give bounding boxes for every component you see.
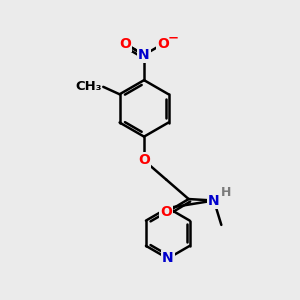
Text: O: O <box>138 153 150 167</box>
Text: O: O <box>158 37 169 51</box>
Text: N: N <box>162 251 174 266</box>
Text: O: O <box>160 206 172 219</box>
Text: N: N <box>138 48 150 62</box>
Text: −: − <box>167 32 178 45</box>
Text: H: H <box>221 186 232 199</box>
Text: N: N <box>208 194 220 208</box>
Text: CH₃: CH₃ <box>75 80 102 93</box>
Text: O: O <box>119 37 131 51</box>
